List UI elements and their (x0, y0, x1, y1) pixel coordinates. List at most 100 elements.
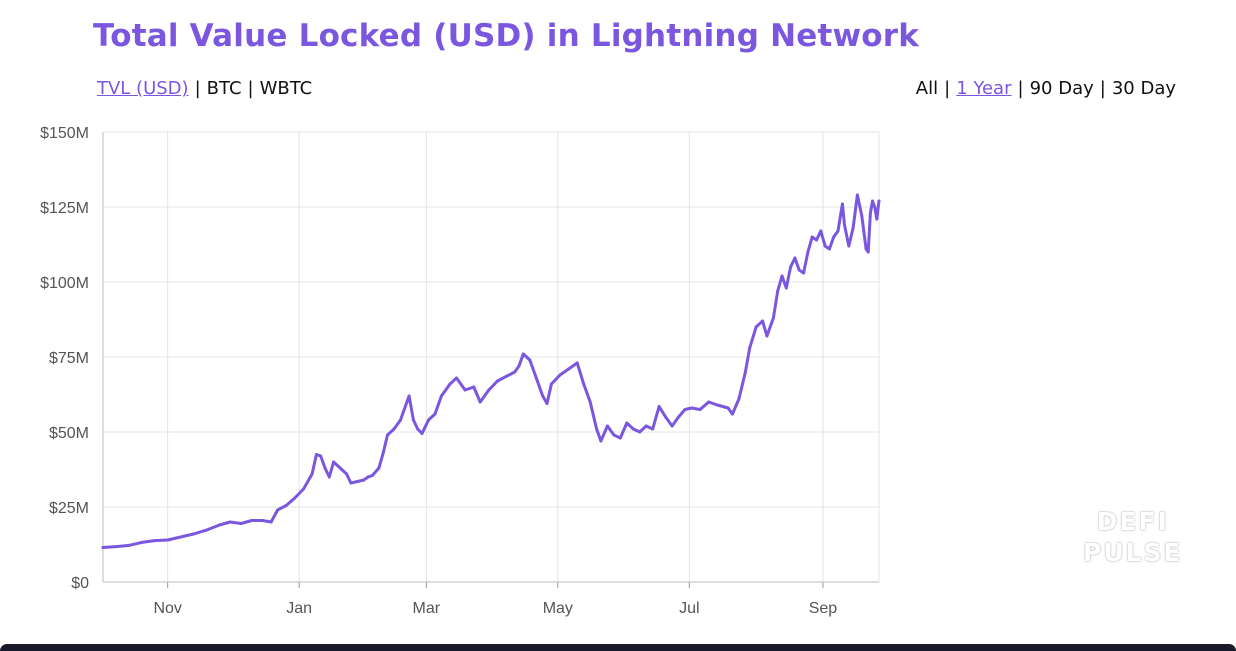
y-tick-label: $25M (49, 500, 89, 517)
data-point (726, 406, 730, 410)
data-point (332, 460, 336, 464)
data-point (545, 402, 549, 405)
data-point (715, 403, 719, 407)
chart-axes (102, 132, 879, 588)
x-tick-label: Jul (679, 600, 699, 617)
data-point (381, 451, 385, 455)
data-point (793, 256, 797, 260)
data-point (677, 415, 680, 419)
data-point (534, 376, 538, 380)
data-point (618, 436, 622, 440)
data-point (843, 223, 846, 227)
chart-title: Total Value Locked (USD) in Lightning Ne… (93, 18, 920, 54)
data-point (780, 274, 784, 278)
data-point (302, 487, 305, 491)
data-point (631, 427, 635, 431)
data-point (487, 388, 491, 392)
range-option-30-day[interactable]: 30 Day (1111, 78, 1176, 99)
separator: | (194, 78, 201, 99)
data-point (269, 520, 273, 524)
x-tick-label: May (543, 600, 573, 617)
data-point (114, 545, 118, 549)
data-point (345, 472, 349, 476)
data-point (192, 532, 195, 536)
data-point (399, 418, 402, 422)
data-point (847, 244, 851, 248)
data-point (439, 394, 443, 398)
data-point (420, 432, 424, 435)
range-option-90-day[interactable]: 90 Day (1029, 78, 1094, 99)
data-point (405, 400, 409, 404)
x-tick-label: Sep (809, 600, 838, 617)
data-point (840, 202, 844, 206)
data-point (810, 235, 814, 239)
data-point (455, 376, 458, 380)
data-point (873, 205, 877, 209)
data-point (293, 496, 297, 500)
x-tick-label: Jan (286, 600, 312, 617)
y-axis-ticks: $0 $25M $50M $75M $100M $125M $150M (40, 125, 89, 592)
data-point (528, 358, 532, 362)
data-point (644, 424, 648, 428)
metric-option-btc[interactable]: BTC (206, 78, 242, 99)
data-point (284, 504, 288, 507)
data-point (868, 211, 872, 215)
data-point (239, 522, 243, 525)
data-point (832, 235, 836, 239)
data-point (416, 427, 420, 431)
data-point (625, 421, 629, 425)
separator: | (1099, 78, 1106, 99)
data-point (860, 214, 864, 218)
data-point (664, 415, 668, 419)
metric-option-tvl-usd[interactable]: TVL (USD) (97, 78, 189, 99)
defi-pulse-watermark: DEFI PULSE (1083, 506, 1183, 568)
data-point (575, 361, 579, 365)
range-option-all[interactable]: All (915, 78, 939, 99)
data-point (377, 466, 381, 470)
data-point (558, 373, 562, 377)
data-point (683, 408, 687, 411)
data-point (366, 475, 370, 479)
data-point (605, 424, 609, 428)
data-point (797, 268, 801, 272)
data-point (789, 265, 793, 269)
data-point (513, 370, 517, 374)
data-point (588, 400, 592, 404)
y-tick-label: $100M (40, 275, 89, 292)
data-point (433, 412, 437, 416)
data-point (866, 250, 870, 254)
data-point (217, 523, 221, 527)
data-point (871, 199, 874, 203)
data-point (815, 238, 818, 242)
data-point (504, 375, 508, 378)
y-tick-label: $0 (71, 575, 89, 592)
metric-option-wbtc[interactable]: WBTC (259, 78, 313, 99)
data-point (743, 370, 747, 374)
separator: | (1017, 78, 1024, 99)
data-point (771, 316, 775, 320)
data-point (370, 474, 374, 477)
data-point (101, 546, 105, 549)
data-point (690, 406, 693, 410)
data-point (261, 519, 264, 522)
data-point (205, 528, 208, 532)
data-point (319, 454, 323, 458)
data-point (827, 247, 831, 251)
x-tick-label: Mar (413, 600, 441, 617)
chart-grid (103, 131, 880, 582)
data-point (823, 244, 827, 248)
data-point (463, 388, 467, 392)
data-point (730, 412, 734, 416)
tvl-series-line (101, 193, 881, 549)
data-point (448, 382, 452, 386)
data-point (411, 418, 415, 422)
data-point (651, 427, 655, 431)
data-point (877, 199, 881, 203)
y-tick-label: $150M (40, 125, 89, 142)
range-option-1-year[interactable]: 1 Year (956, 78, 1012, 99)
data-point (698, 408, 702, 411)
data-point (707, 400, 711, 404)
data-point (595, 427, 599, 431)
x-axis-ticks: Nov Jan Mar May Jul Sep (153, 600, 837, 617)
